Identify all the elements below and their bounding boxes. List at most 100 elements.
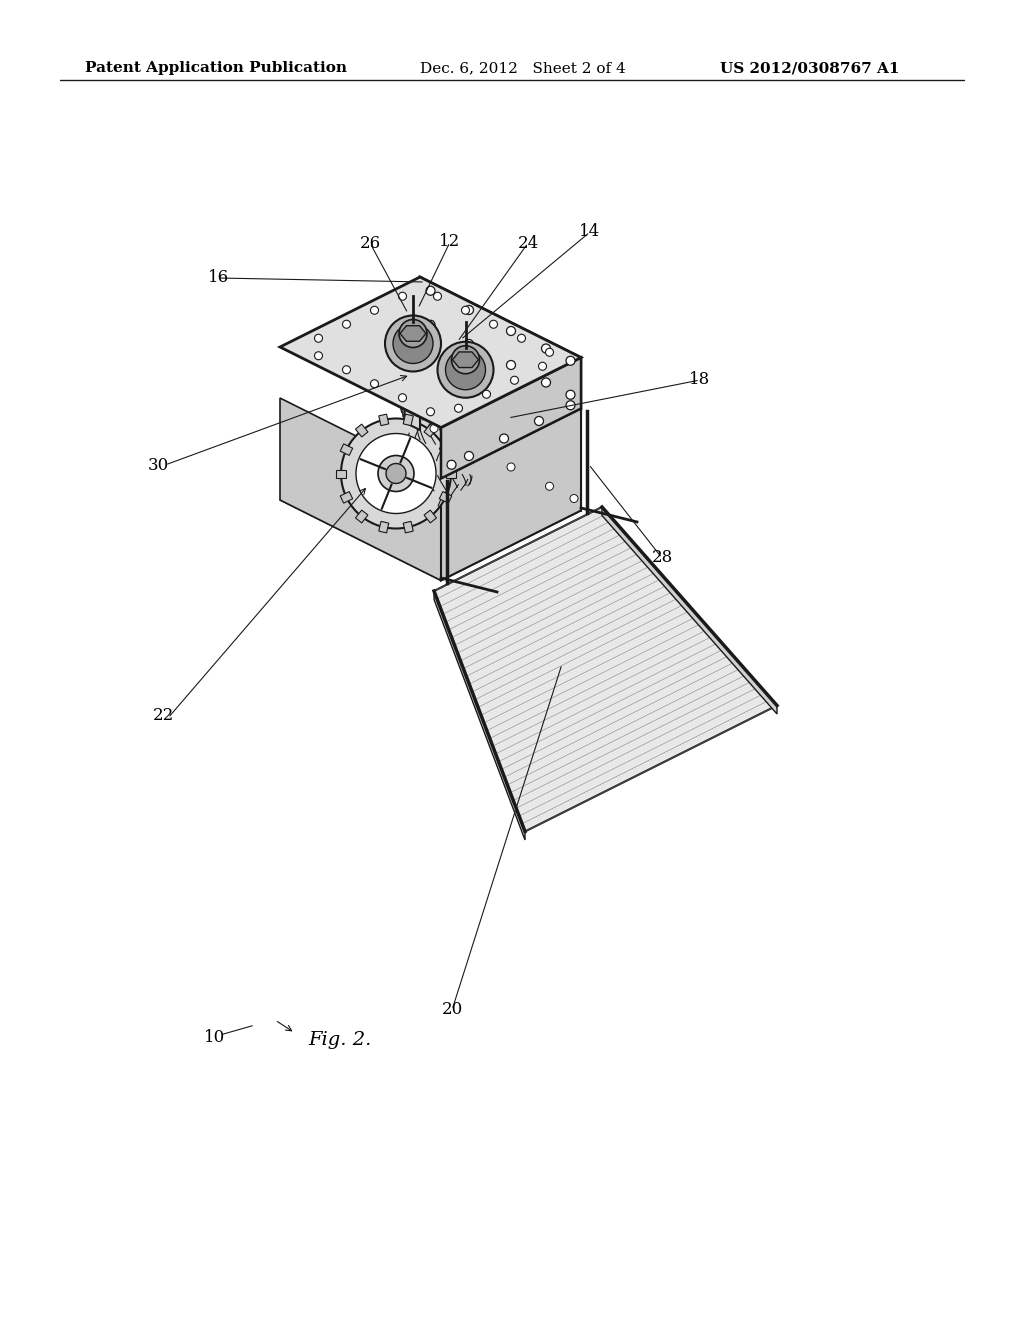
Circle shape bbox=[407, 389, 414, 396]
Polygon shape bbox=[402, 330, 418, 341]
Text: 14: 14 bbox=[580, 223, 601, 240]
Polygon shape bbox=[402, 404, 418, 414]
Polygon shape bbox=[402, 395, 418, 405]
Polygon shape bbox=[434, 591, 525, 840]
Polygon shape bbox=[379, 414, 389, 425]
Circle shape bbox=[482, 391, 490, 399]
Circle shape bbox=[507, 463, 515, 471]
Polygon shape bbox=[402, 400, 418, 411]
Circle shape bbox=[465, 442, 473, 450]
Circle shape bbox=[542, 378, 551, 387]
Circle shape bbox=[393, 323, 433, 363]
Circle shape bbox=[399, 319, 427, 347]
Circle shape bbox=[566, 356, 575, 366]
Circle shape bbox=[489, 321, 498, 329]
Polygon shape bbox=[441, 358, 581, 479]
Circle shape bbox=[511, 376, 518, 384]
Polygon shape bbox=[441, 408, 581, 581]
Polygon shape bbox=[355, 424, 368, 437]
Circle shape bbox=[398, 292, 407, 300]
Polygon shape bbox=[355, 510, 368, 523]
Circle shape bbox=[465, 339, 473, 348]
Circle shape bbox=[341, 418, 451, 528]
Circle shape bbox=[437, 342, 494, 397]
Polygon shape bbox=[402, 339, 418, 350]
Polygon shape bbox=[402, 367, 418, 378]
Circle shape bbox=[385, 315, 441, 371]
Text: 24: 24 bbox=[517, 235, 539, 252]
Text: Dec. 6, 2012   Sheet 2 of 4: Dec. 6, 2012 Sheet 2 of 4 bbox=[420, 61, 626, 75]
Polygon shape bbox=[402, 381, 418, 392]
Polygon shape bbox=[424, 510, 436, 523]
Circle shape bbox=[407, 372, 414, 379]
Circle shape bbox=[342, 321, 350, 329]
Polygon shape bbox=[402, 372, 418, 383]
Text: 18: 18 bbox=[689, 371, 711, 388]
Circle shape bbox=[407, 355, 414, 362]
Circle shape bbox=[542, 345, 551, 352]
Circle shape bbox=[314, 334, 323, 342]
Polygon shape bbox=[280, 430, 581, 581]
Circle shape bbox=[426, 321, 435, 329]
Circle shape bbox=[314, 351, 323, 360]
Circle shape bbox=[566, 401, 575, 409]
Polygon shape bbox=[399, 327, 422, 411]
Polygon shape bbox=[402, 325, 418, 335]
Text: 28: 28 bbox=[651, 549, 673, 566]
Text: Patent Application Publication: Patent Application Publication bbox=[85, 61, 347, 75]
Polygon shape bbox=[424, 424, 436, 437]
Circle shape bbox=[386, 463, 406, 483]
Text: Fig. 2.: Fig. 2. bbox=[308, 1031, 372, 1049]
Polygon shape bbox=[280, 277, 581, 428]
Circle shape bbox=[445, 350, 485, 389]
Polygon shape bbox=[420, 327, 581, 511]
Circle shape bbox=[455, 404, 463, 412]
Polygon shape bbox=[453, 352, 478, 367]
Circle shape bbox=[465, 305, 473, 314]
Polygon shape bbox=[402, 343, 418, 355]
Circle shape bbox=[407, 339, 414, 346]
Circle shape bbox=[517, 334, 525, 342]
Polygon shape bbox=[402, 385, 418, 396]
Circle shape bbox=[430, 425, 438, 433]
Circle shape bbox=[535, 417, 544, 425]
Circle shape bbox=[566, 391, 575, 399]
Circle shape bbox=[462, 306, 469, 314]
Circle shape bbox=[546, 482, 554, 490]
Text: US 2012/0308767 A1: US 2012/0308767 A1 bbox=[720, 61, 899, 75]
Polygon shape bbox=[446, 470, 456, 478]
Circle shape bbox=[433, 292, 441, 300]
Polygon shape bbox=[420, 277, 581, 408]
Circle shape bbox=[371, 380, 379, 388]
Text: 22: 22 bbox=[153, 706, 174, 723]
Polygon shape bbox=[402, 358, 418, 368]
Circle shape bbox=[570, 495, 578, 503]
Polygon shape bbox=[402, 352, 418, 364]
Polygon shape bbox=[402, 348, 418, 359]
Circle shape bbox=[398, 393, 407, 401]
Circle shape bbox=[507, 326, 515, 335]
Text: 10: 10 bbox=[205, 1028, 225, 1045]
Text: 12: 12 bbox=[439, 234, 461, 251]
Circle shape bbox=[539, 362, 547, 370]
Polygon shape bbox=[404, 321, 420, 430]
Polygon shape bbox=[402, 391, 418, 401]
Polygon shape bbox=[439, 491, 452, 503]
Polygon shape bbox=[280, 399, 441, 581]
Circle shape bbox=[378, 455, 414, 491]
Text: 20: 20 bbox=[441, 1002, 463, 1019]
Polygon shape bbox=[336, 470, 346, 478]
Circle shape bbox=[465, 451, 473, 461]
Text: 26: 26 bbox=[359, 235, 381, 252]
Polygon shape bbox=[402, 334, 418, 345]
Polygon shape bbox=[402, 409, 418, 420]
Circle shape bbox=[371, 306, 379, 314]
Text: 30: 30 bbox=[147, 457, 169, 474]
Circle shape bbox=[356, 433, 436, 513]
Polygon shape bbox=[602, 507, 777, 714]
Polygon shape bbox=[403, 414, 414, 425]
Polygon shape bbox=[439, 444, 452, 455]
Polygon shape bbox=[403, 521, 414, 533]
Circle shape bbox=[342, 366, 350, 374]
Polygon shape bbox=[340, 444, 352, 455]
